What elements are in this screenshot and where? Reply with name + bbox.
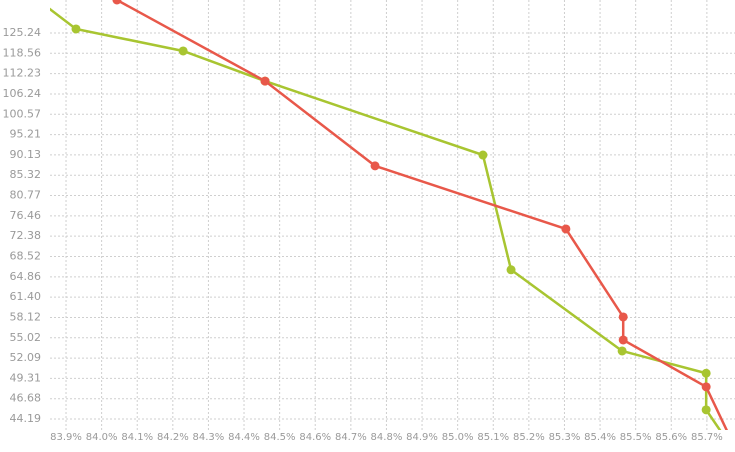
y-tick-label: 118.56 <box>3 46 42 59</box>
y-tick-label: 85.32 <box>10 168 42 181</box>
data-point <box>478 150 488 160</box>
grid <box>50 0 735 430</box>
x-tick-label: 84.9% <box>406 432 438 443</box>
y-tick-label: 52.09 <box>10 351 42 364</box>
plot-area <box>33 0 735 452</box>
y-tick-label: 44.19 <box>10 412 42 425</box>
data-point <box>506 265 516 275</box>
x-tick-label: 84.5% <box>264 432 296 443</box>
data-point <box>112 0 122 5</box>
data-point <box>561 224 571 234</box>
x-tick-label: 84.7% <box>335 432 367 443</box>
y-tick-label: 72.38 <box>10 229 42 242</box>
data-point <box>617 346 627 356</box>
data-point <box>178 46 188 56</box>
data-point <box>618 312 628 322</box>
series-line <box>50 7 722 430</box>
data-point <box>731 448 735 452</box>
x-tick-label: 85.2% <box>513 432 545 443</box>
data-point <box>731 443 735 452</box>
y-tick-label: 80.77 <box>10 189 42 202</box>
data-point <box>71 24 81 34</box>
y-tick-label: 46.68 <box>10 392 42 405</box>
x-tick-label: 84.0% <box>86 432 118 443</box>
x-tick-label: 85.1% <box>477 432 509 443</box>
data-point <box>260 76 270 86</box>
y-tick-label: 61.40 <box>10 290 42 303</box>
series-line <box>116 0 728 430</box>
data-point <box>33 0 42 5</box>
data-point <box>618 335 628 345</box>
y-tick-label: 125.24 <box>3 26 42 39</box>
data-point <box>701 368 711 378</box>
x-tick-label: 84.4% <box>228 432 260 443</box>
x-tick-label: 85.5% <box>620 432 652 443</box>
y-tick-label: 95.21 <box>10 128 42 141</box>
x-tick-label: 84.2% <box>157 432 189 443</box>
y-tick-label: 68.52 <box>10 249 42 262</box>
data-point <box>370 161 380 171</box>
x-tick-label: 83.9% <box>50 432 82 443</box>
y-tick-label: 64.86 <box>10 270 42 283</box>
y-tick-label: 112.23 <box>3 67 42 80</box>
x-tick-label: 85.0% <box>442 432 474 443</box>
x-tick-label: 85.4% <box>584 432 616 443</box>
y-tick-label: 55.02 <box>10 331 42 344</box>
y-tick-label: 100.57 <box>3 107 42 120</box>
x-tick-label: 84.6% <box>299 432 331 443</box>
y-tick-label: 90.13 <box>10 148 42 161</box>
data-point <box>701 405 711 415</box>
x-tick-label: 85.7% <box>691 432 723 443</box>
y-tick-label: 49.31 <box>10 371 42 384</box>
y-tick-label: 58.12 <box>10 310 42 323</box>
x-tick-label: 85.6% <box>655 432 687 443</box>
y-tick-label: 76.46 <box>10 209 42 222</box>
data-point <box>701 382 711 392</box>
x-tick-label: 84.3% <box>193 432 225 443</box>
x-tick-label: 84.8% <box>371 432 403 443</box>
x-tick-label: 84.1% <box>121 432 153 443</box>
x-tick-label: 85.3% <box>549 432 581 443</box>
y-tick-label: 106.24 <box>3 87 42 100</box>
